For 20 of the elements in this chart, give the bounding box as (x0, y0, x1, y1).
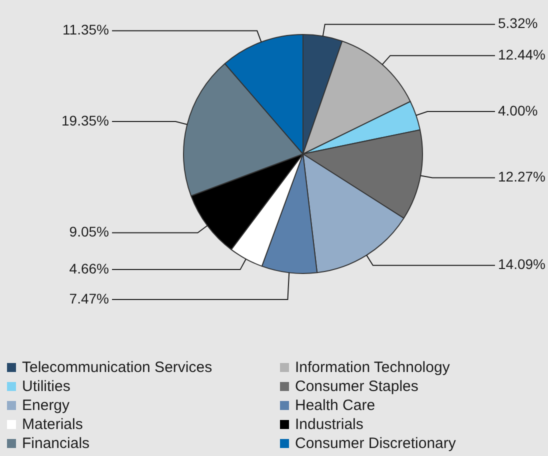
legend-label: Materials (22, 416, 83, 433)
legend-label: Energy (22, 397, 70, 414)
data-label: 14.09% (498, 256, 546, 272)
data-label: 5.32% (498, 15, 538, 32)
data-label: 4.00% (498, 102, 538, 118)
data-label: 4.66% (69, 260, 109, 276)
legend-label: Consumer Discretionary (295, 435, 456, 452)
legend-label: Consumer Staples (295, 378, 418, 395)
data-label: 11.35% (62, 22, 109, 38)
legend-label: Utilities (22, 378, 70, 395)
data-label: 7.47% (69, 290, 109, 306)
data-label: 12.27% (498, 168, 546, 185)
data-label: 9.05% (69, 224, 109, 240)
data-label: 12.44% (498, 46, 546, 62)
legend-label: Health Care (295, 397, 376, 414)
data-label: 19.35% (62, 112, 109, 128)
legend-label: Industrials (295, 416, 364, 433)
legend-label: Information Technology (295, 359, 450, 376)
legend-label: Telecommunication Services (22, 359, 212, 376)
legend-label: Financials (22, 435, 90, 452)
